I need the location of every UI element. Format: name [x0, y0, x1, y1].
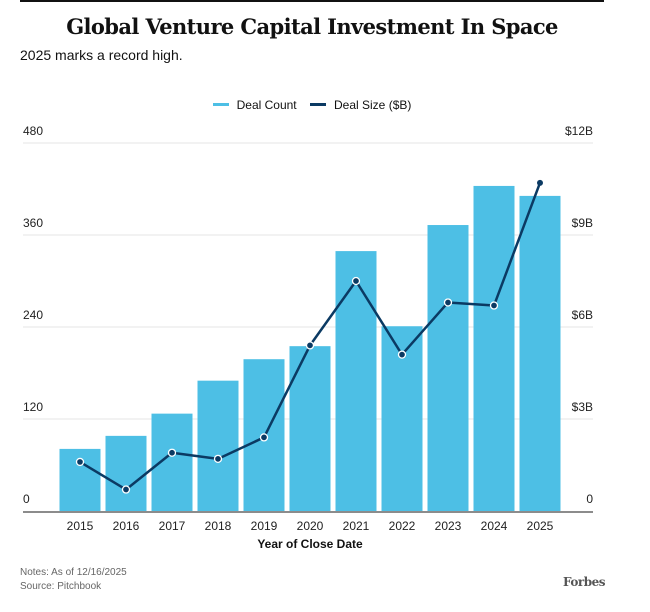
x-axis-label: Year of Close Date [257, 537, 363, 551]
bar-2018 [197, 380, 239, 511]
bar-2017 [151, 413, 193, 511]
legend: Deal Count Deal Size ($B) [0, 95, 624, 112]
notes: Notes: As of 12/16/2025 Source: Pitchboo… [20, 566, 127, 594]
line-point-2017 [167, 448, 177, 457]
bar-2021 [335, 251, 377, 511]
x-tick-label: 2023 [435, 519, 462, 533]
y-left-tick-label: 480 [23, 124, 43, 138]
legend-swatch [212, 103, 229, 106]
y-right-tick-label: $9B [572, 216, 593, 230]
y-left-tick-label: 120 [23, 400, 43, 414]
line-point-2018 [213, 454, 223, 464]
line-point-2025 [537, 179, 543, 186]
y-right-tick-label: $6B [572, 308, 593, 322]
bar-2023 [427, 225, 469, 512]
line-point-2016 [121, 485, 131, 494]
legend-label: Deal Count [236, 97, 297, 112]
x-tick-label: 2020 [297, 519, 324, 533]
legend-item-deal-size: Deal Size ($B) [310, 98, 411, 112]
x-tick-label: 2017 [159, 519, 186, 533]
legend-label: Deal Size ($B) [334, 97, 412, 112]
x-tick-label: 2018 [205, 519, 232, 533]
notes-text: Notes: As of 12/16/2025 [20, 567, 127, 578]
y-left-tick-label: 240 [23, 308, 43, 322]
line-point-2020 [305, 341, 315, 350]
y-right-tick-label: $3B [572, 400, 593, 414]
y-right-tick-label: $12B [565, 124, 593, 138]
top-rule [20, 0, 604, 2]
line-point-2021 [351, 276, 361, 286]
x-tick-label: 2022 [389, 519, 416, 533]
line-point-2015 [75, 457, 85, 467]
bar-2016 [105, 435, 147, 511]
source-text: Source: Pitchbook [20, 581, 102, 592]
x-tick-label: 2016 [113, 519, 140, 533]
x-tick-label: 2025 [527, 519, 554, 533]
y-right-tick-label: 0 [586, 492, 593, 506]
x-tick-label: 2021 [343, 519, 370, 533]
x-tick-label: 2019 [251, 519, 278, 533]
line-point-2019 [259, 433, 269, 442]
y-left-tick-label: 0 [23, 492, 30, 506]
legend-item-deal-count: Deal Count [212, 97, 297, 112]
x-tick-label: 2015 [67, 519, 94, 533]
line-point-2022 [397, 350, 407, 359]
bar-2024 [473, 185, 515, 511]
line-point-2023 [443, 298, 453, 307]
x-tick-label: 2024 [481, 519, 508, 533]
bar-2020 [289, 346, 331, 511]
chart-subtitle: 2025 marks a record high. [20, 47, 183, 63]
chart-title: Global Venture Capital Investment In Spa… [66, 14, 558, 39]
bar-2025 [519, 195, 561, 511]
legend-swatch [310, 103, 326, 106]
y-left-tick-label: 360 [23, 216, 43, 230]
line-point-2024 [489, 301, 499, 310]
forbes-logo: Forbes [563, 575, 605, 589]
